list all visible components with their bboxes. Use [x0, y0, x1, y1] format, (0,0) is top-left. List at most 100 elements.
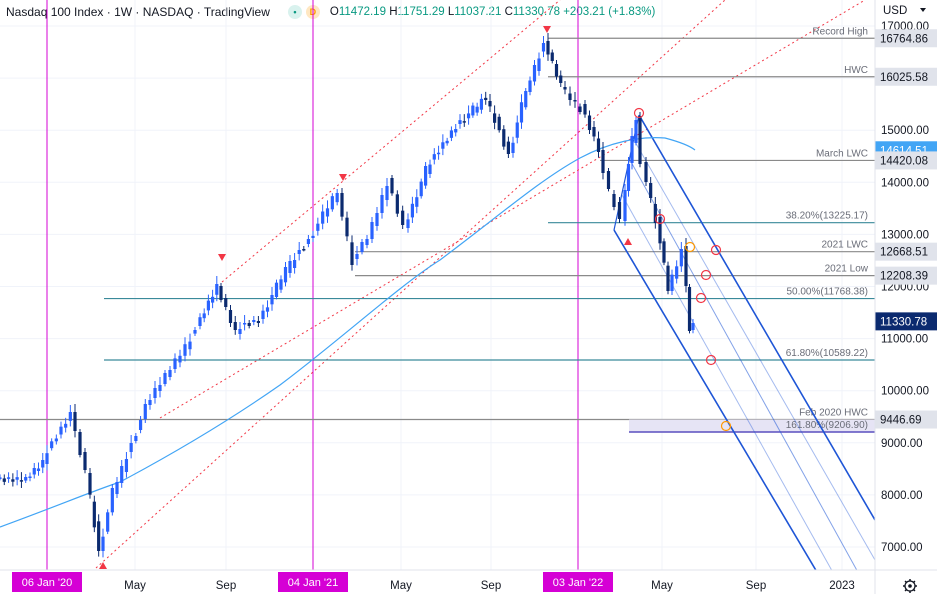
- candle-body: [283, 267, 288, 283]
- candle-body: [583, 104, 587, 115]
- pitchfork-inner-line: [621, 194, 833, 570]
- candle-body: [617, 202, 622, 219]
- candle-body: [626, 164, 631, 191]
- candle-body: [550, 52, 554, 61]
- candle-body: [297, 250, 301, 254]
- time-tick-label: Sep: [481, 580, 501, 592]
- candle-body: [471, 105, 475, 116]
- time-axis-background: [0, 570, 937, 594]
- candle-body: [644, 162, 648, 182]
- candle-body: [178, 355, 182, 363]
- candle-body: [138, 420, 143, 430]
- candle-body: [306, 239, 310, 244]
- candle-body: [528, 80, 532, 92]
- candle-body: [211, 296, 215, 303]
- candle-body: [380, 195, 384, 213]
- candle-body: [188, 341, 192, 350]
- candle-body: [666, 265, 670, 291]
- candle-body: [502, 129, 506, 147]
- candle-body: [606, 171, 611, 189]
- currency-dropdown-icon[interactable]: [920, 8, 926, 12]
- candle-body: [97, 521, 101, 551]
- candle-body: [395, 194, 399, 214]
- pivot-circle-marker: [654, 213, 666, 225]
- candle-body: [578, 106, 582, 112]
- pivot-circle-marker: [684, 241, 696, 253]
- plot-area[interactable]: Record High HWC March LWC 38.20%(13225.17) 2…: [0, 0, 875, 594]
- candle-body: [370, 222, 374, 239]
- candle-body: [224, 298, 228, 307]
- currency-label[interactable]: USD: [883, 5, 907, 17]
- level-annotation: 50.00%(11768.38): [786, 287, 868, 298]
- candle-body: [406, 219, 410, 228]
- candle-body: [424, 166, 428, 186]
- candle-body: [360, 242, 364, 252]
- symbol-title[interactable]: Nasdaq 100 Index · 1W · NASDAQ · Trading…: [6, 5, 270, 19]
- candle-body: [432, 154, 436, 160]
- candle-body: [325, 208, 330, 217]
- candle-body: [691, 323, 695, 330]
- moving-average-line: [0, 137, 696, 528]
- candle-body: [15, 477, 19, 480]
- open-label: O: [329, 6, 339, 18]
- candle-body: [148, 400, 152, 405]
- time-tick-label: Sep: [216, 580, 236, 592]
- candle-body: [153, 388, 157, 398]
- low-value: 11037.21: [454, 6, 502, 18]
- candle-body: [19, 480, 24, 482]
- pivot-circle-marker: [633, 107, 645, 119]
- candle-body: [143, 404, 147, 419]
- candle-body: [288, 261, 292, 273]
- market-status-icon: •: [287, 5, 302, 19]
- candle-body: [206, 300, 210, 311]
- candle-body: [316, 223, 320, 231]
- price-tag: [875, 266, 937, 285]
- candle-body: [458, 120, 462, 124]
- candle-body: [270, 295, 274, 305]
- candle-body: [497, 116, 501, 131]
- candle-body: [247, 323, 251, 326]
- candle-body: [198, 317, 202, 326]
- candle-body: [493, 113, 497, 123]
- pivot-circle-marker: [695, 292, 707, 304]
- candle-body: [524, 91, 528, 108]
- candle-body: [302, 249, 306, 251]
- pivot-circle-marker: [700, 269, 712, 281]
- candle-body: [601, 150, 605, 173]
- price-tag: [875, 312, 937, 331]
- candle-body: [385, 186, 389, 200]
- candle-body: [0, 477, 2, 479]
- candle-body: [515, 122, 519, 138]
- pivot-circle-marker: [710, 244, 722, 256]
- candle-body: [350, 242, 354, 265]
- gear-icon[interactable]: [903, 579, 917, 593]
- time-tick-label: May: [124, 580, 146, 592]
- level-annotation: 61.80%(10589.22): [786, 348, 868, 359]
- swing-low-arrow-icon: [624, 238, 632, 245]
- candle-body: [36, 468, 41, 471]
- candle-body: [11, 479, 15, 482]
- candle-body: [238, 329, 242, 334]
- candle-body: [311, 235, 315, 238]
- candle-body: [436, 152, 441, 155]
- candle-body: [321, 211, 325, 224]
- ohlc-readout: O11472.19 H11751.29 L11037.21 C11330.78 …: [330, 6, 655, 18]
- price-tag: [875, 242, 937, 261]
- gear-tooth: [904, 580, 907, 583]
- candle-body: [64, 423, 68, 428]
- date-tag-label: 03 Jan '22: [553, 577, 603, 589]
- candle-body: [587, 115, 592, 130]
- candle-body: [445, 140, 449, 144]
- price-tick-label: 15000.00: [881, 125, 929, 137]
- candle-body: [279, 279, 283, 290]
- candle-body: [28, 476, 32, 478]
- pivot-circle-marker: [705, 354, 717, 366]
- candle-body: [32, 468, 36, 475]
- candle-body: [684, 246, 688, 286]
- level-annotation: 38.20%(13225.17): [786, 211, 868, 222]
- price-axis[interactable]: USD 7000.00 8000.00 9000.00 10000.00 11000.00…: [875, 0, 937, 594]
- candle-body: [537, 58, 541, 71]
- price-tag: [875, 410, 937, 429]
